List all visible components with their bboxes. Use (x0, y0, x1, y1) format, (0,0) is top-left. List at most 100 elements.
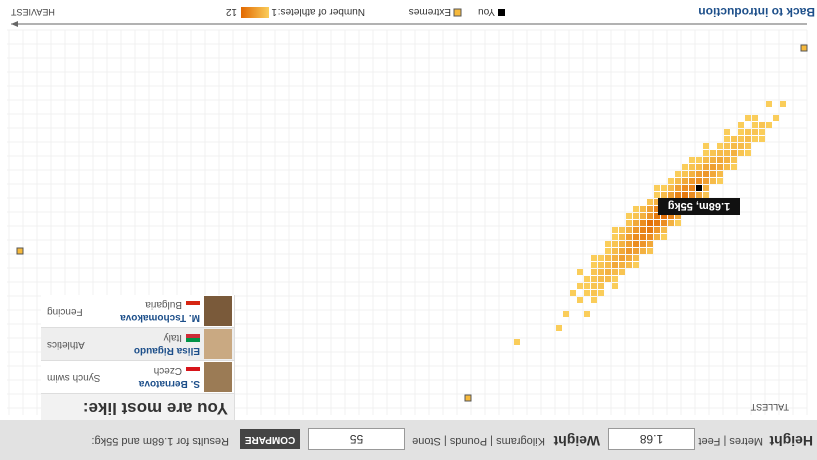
athlete-cell (633, 241, 639, 247)
athlete-cell (598, 290, 604, 296)
height-label: Height (769, 433, 813, 449)
athlete-cell (619, 241, 625, 247)
athlete-cell (689, 185, 695, 191)
athlete-cell (724, 157, 730, 163)
athlete-sport: Athletics (47, 339, 85, 350)
athlete-cell (598, 276, 604, 282)
athlete-cell (759, 122, 765, 128)
athlete-country: Italy (164, 332, 182, 343)
athlete-cell (619, 255, 625, 261)
athlete-cell (605, 276, 611, 282)
athlete-cell (605, 248, 611, 254)
athlete-cell (633, 227, 639, 233)
athlete-cell (612, 241, 618, 247)
height-units[interactable]: Metres | Feet (698, 435, 763, 447)
athlete-cell (626, 262, 632, 268)
athlete-cell (577, 283, 583, 289)
athlete-cell (626, 241, 632, 247)
athlete-cell (619, 262, 625, 268)
athlete-cell (598, 255, 604, 261)
athlete-cell (577, 269, 583, 275)
athlete-cell (731, 136, 737, 142)
athlete-cell (584, 290, 590, 296)
athlete-cell (633, 248, 639, 254)
athlete-cell (591, 283, 597, 289)
athlete-cell (556, 325, 562, 331)
x-axis-label: HEAVIEST (11, 7, 55, 17)
athlete-cell (591, 255, 597, 261)
athlete-cell (717, 143, 723, 149)
athlete-cell (745, 129, 751, 135)
athlete-cell (647, 213, 653, 219)
athlete-cell (654, 227, 660, 233)
athlete-cell (640, 234, 646, 240)
athlete-cell (640, 248, 646, 254)
athlete-cell (654, 220, 660, 226)
athlete-cell (591, 262, 597, 268)
athlete-cell (647, 220, 653, 226)
athlete-cell (724, 129, 730, 135)
flag (186, 301, 200, 309)
athlete-cell (605, 262, 611, 268)
athlete-cell (773, 115, 779, 121)
athlete-cell (668, 178, 674, 184)
athlete-photo (204, 362, 232, 392)
athlete-cell (738, 136, 744, 142)
compare-button[interactable]: COMPARE (240, 429, 300, 449)
athlete-cell (647, 199, 653, 205)
athlete-cell (640, 213, 646, 219)
athlete-cell (682, 171, 688, 177)
height-input[interactable]: 1.68 (608, 428, 695, 450)
athlete-cell (612, 234, 618, 240)
athlete-cell (612, 255, 618, 261)
count-legend-label: Number of athletes: (278, 6, 365, 17)
athlete-cell (745, 115, 751, 121)
athlete-cell (619, 269, 625, 275)
athlete-cell (703, 164, 709, 170)
athlete-cell (654, 185, 660, 191)
athlete-cell (717, 157, 723, 163)
weight-units[interactable]: Kilograms | Pounds | Stone (412, 435, 545, 447)
control-bar: Height Metres | Feet 1.68 Weight Kilogra… (0, 420, 817, 460)
athlete-cell (598, 269, 604, 275)
athlete-country: Bulgaria (145, 299, 182, 310)
athlete-cell (654, 234, 660, 240)
athlete-cell (710, 157, 716, 163)
athlete-cell (738, 143, 744, 149)
athlete-cell (647, 206, 653, 212)
athlete-cell (668, 192, 674, 198)
you-label: 1.68m, 55kg (668, 200, 730, 212)
athlete-photo (204, 329, 232, 359)
athlete-cell (514, 339, 520, 345)
athlete-cell (780, 101, 786, 107)
athlete-cell (724, 150, 730, 156)
arrow-head (11, 21, 18, 27)
athlete-cell (647, 241, 653, 247)
athlete-cell (619, 227, 625, 233)
back-link[interactable]: Back to introduction (698, 5, 815, 19)
screen: Height Metres | Feet 1.68 Weight Kilogra… (0, 0, 817, 460)
athlete-cell (626, 255, 632, 261)
athlete-cell (591, 276, 597, 282)
athlete-cell (738, 150, 744, 156)
athlete-cell (584, 311, 590, 317)
athlete-cell (710, 150, 716, 156)
athlete-cell (703, 143, 709, 149)
athlete-cell (633, 213, 639, 219)
athlete-cell (682, 164, 688, 170)
athlete-cell (647, 248, 653, 254)
athlete-cell (696, 178, 702, 184)
athlete-row[interactable]: Elisa Rigaudo Italy Athletics (41, 328, 234, 361)
flag (186, 334, 200, 342)
athlete-cell (717, 178, 723, 184)
athlete-name: Elisa Rigaudo (134, 345, 200, 356)
athlete-cell (647, 234, 653, 240)
athlete-cell (633, 206, 639, 212)
athlete-cell (675, 178, 681, 184)
weight-input[interactable]: 55 (308, 428, 405, 450)
panel-title: You are most like: (41, 394, 234, 420)
athlete-cell (717, 150, 723, 156)
athlete-cell (766, 122, 772, 128)
